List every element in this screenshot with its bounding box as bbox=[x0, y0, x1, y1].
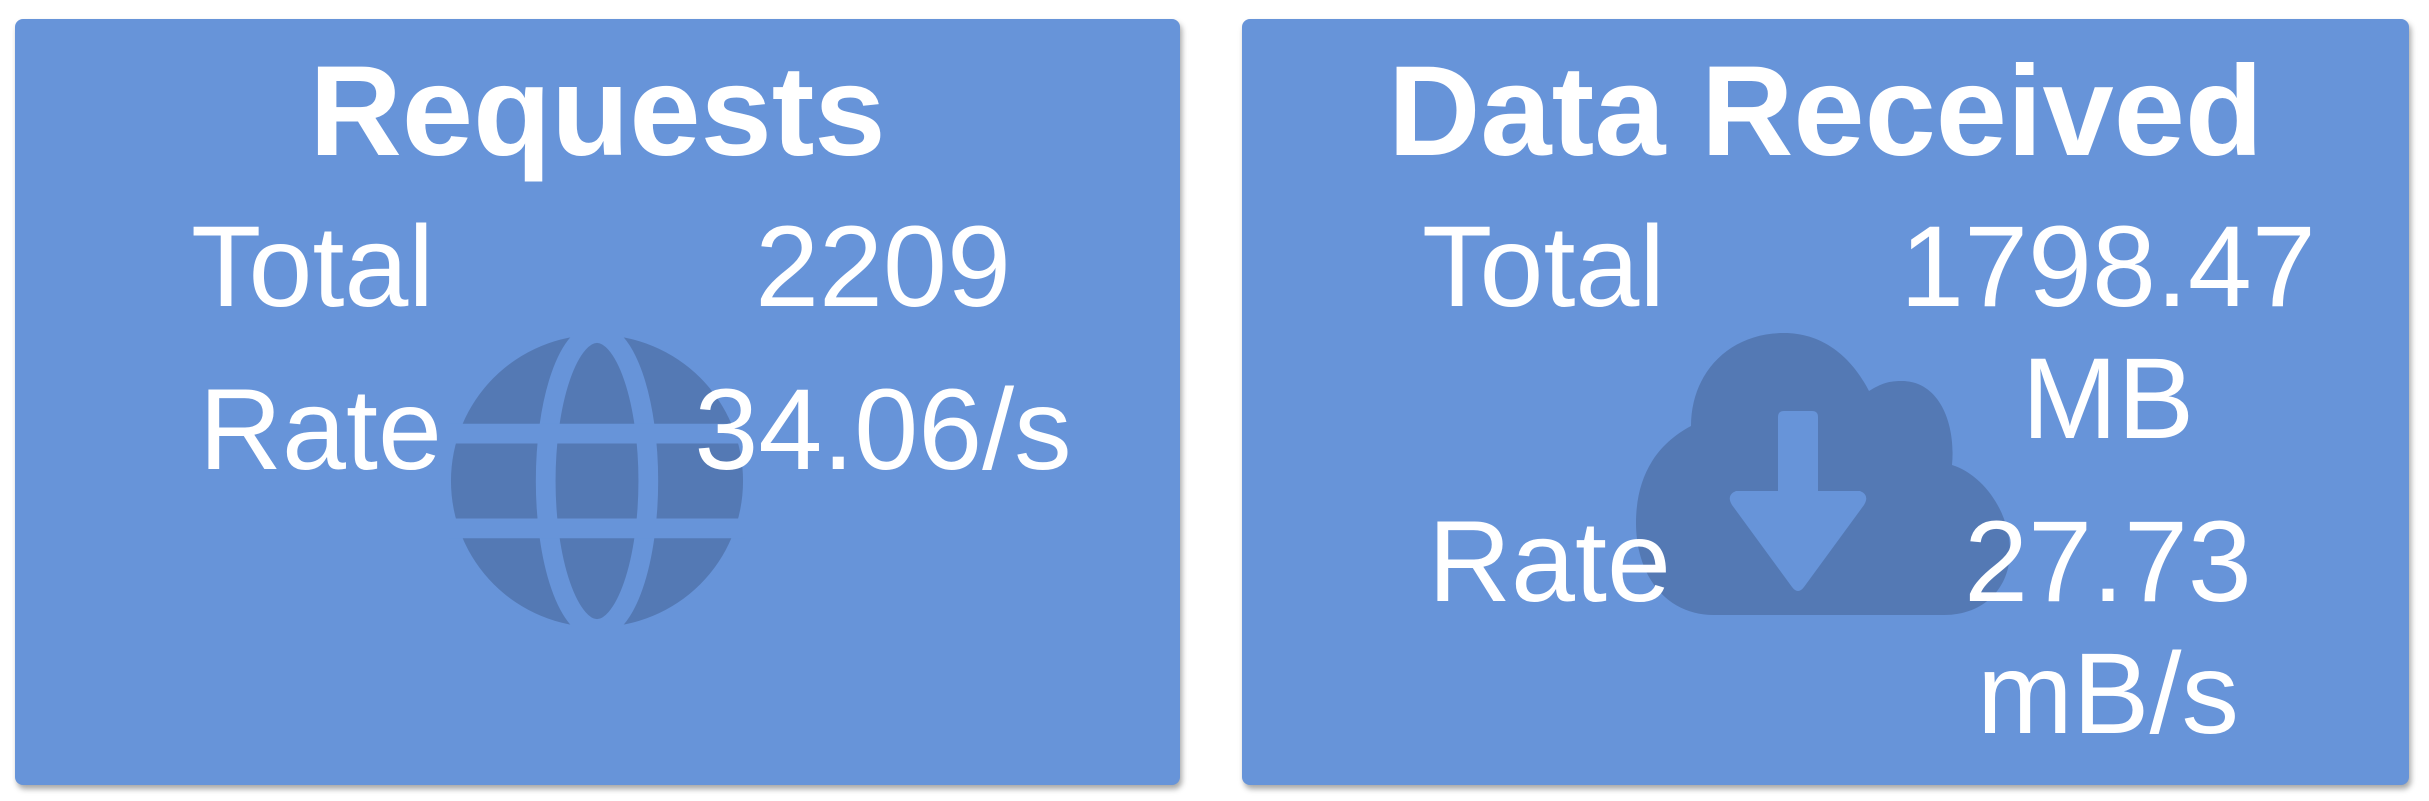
globe-icon bbox=[449, 333, 745, 629]
rate-value: 27.73 mB/s bbox=[1964, 498, 2252, 758]
rate-label: Rate bbox=[199, 366, 442, 494]
cloud-download-icon bbox=[1636, 333, 2010, 615]
total-value: 1798.47 MB bbox=[1900, 203, 2316, 463]
rate-value: 34.06/s bbox=[694, 366, 1072, 494]
total-value: 2209 bbox=[755, 203, 1011, 331]
data-received-card: Data Received Total 1798.47 MB Rate 27.7… bbox=[1242, 19, 2409, 785]
rate-label: Rate bbox=[1428, 498, 1671, 626]
card-title: Data Received bbox=[1387, 40, 2264, 183]
total-label: Total bbox=[1422, 203, 1665, 331]
total-label: Total bbox=[191, 203, 434, 331]
card-title: Requests bbox=[309, 40, 886, 183]
requests-card: Requests Total 2209 Rate 34.06/s bbox=[15, 19, 1180, 785]
